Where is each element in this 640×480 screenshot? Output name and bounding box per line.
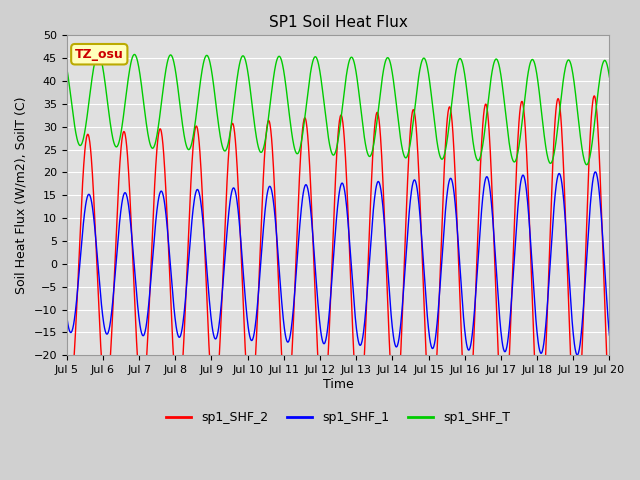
sp1_SHF_1 — [170, 308, 178, 314]
sp1_SHF_1 — [541, 331, 548, 336]
Title: SP1 Soil Heat Flux: SP1 Soil Heat Flux — [269, 15, 408, 30]
Y-axis label: Soil Heat Flux (W/m2), SoilT (C): Soil Heat Flux (W/m2), SoilT (C) — [15, 96, 28, 294]
sp1_SHF_T — [94, 51, 102, 57]
Line: sp1_SHF_T: sp1_SHF_T — [67, 54, 609, 165]
sp1_SHF_T — [244, 74, 252, 80]
sp1_SHF_2 — [184, 256, 191, 262]
sp1_SHF_T — [184, 146, 191, 152]
sp1_SHF_1 — [63, 314, 70, 320]
sp1_SHF_1 — [244, 324, 252, 330]
sp1_SHF_2 — [591, 93, 598, 99]
sp1_SHF_2 — [63, 373, 70, 379]
Line: sp1_SHF_2: sp1_SHF_2 — [67, 96, 609, 431]
sp1_SHF_T — [605, 74, 613, 80]
sp1_SHF_T — [422, 60, 430, 66]
sp1_SHF_T — [583, 162, 591, 168]
sp1_SHF_1 — [184, 272, 191, 278]
sp1_SHF_1 — [422, 299, 430, 304]
sp1_SHF_1 — [591, 169, 599, 175]
sp1_SHF_2 — [572, 428, 580, 433]
sp1_SHF_2 — [422, 355, 430, 361]
Legend: sp1_SHF_2, sp1_SHF_1, sp1_SHF_T: sp1_SHF_2, sp1_SHF_1, sp1_SHF_T — [161, 406, 515, 429]
sp1_SHF_2 — [244, 391, 252, 396]
sp1_SHF_2 — [170, 366, 178, 372]
X-axis label: Time: Time — [323, 378, 353, 391]
sp1_SHF_T — [63, 65, 70, 71]
sp1_SHF_T — [493, 57, 501, 63]
sp1_SHF_2 — [605, 409, 613, 415]
sp1_SHF_T — [171, 63, 179, 69]
sp1_SHF_2 — [541, 368, 548, 373]
sp1_SHF_T — [541, 141, 549, 147]
sp1_SHF_2 — [493, 324, 501, 329]
sp1_SHF_1 — [605, 332, 613, 338]
Line: sp1_SHF_1: sp1_SHF_1 — [67, 172, 609, 355]
sp1_SHF_1 — [573, 352, 581, 358]
Text: TZ_osu: TZ_osu — [75, 48, 124, 61]
sp1_SHF_1 — [493, 279, 501, 285]
